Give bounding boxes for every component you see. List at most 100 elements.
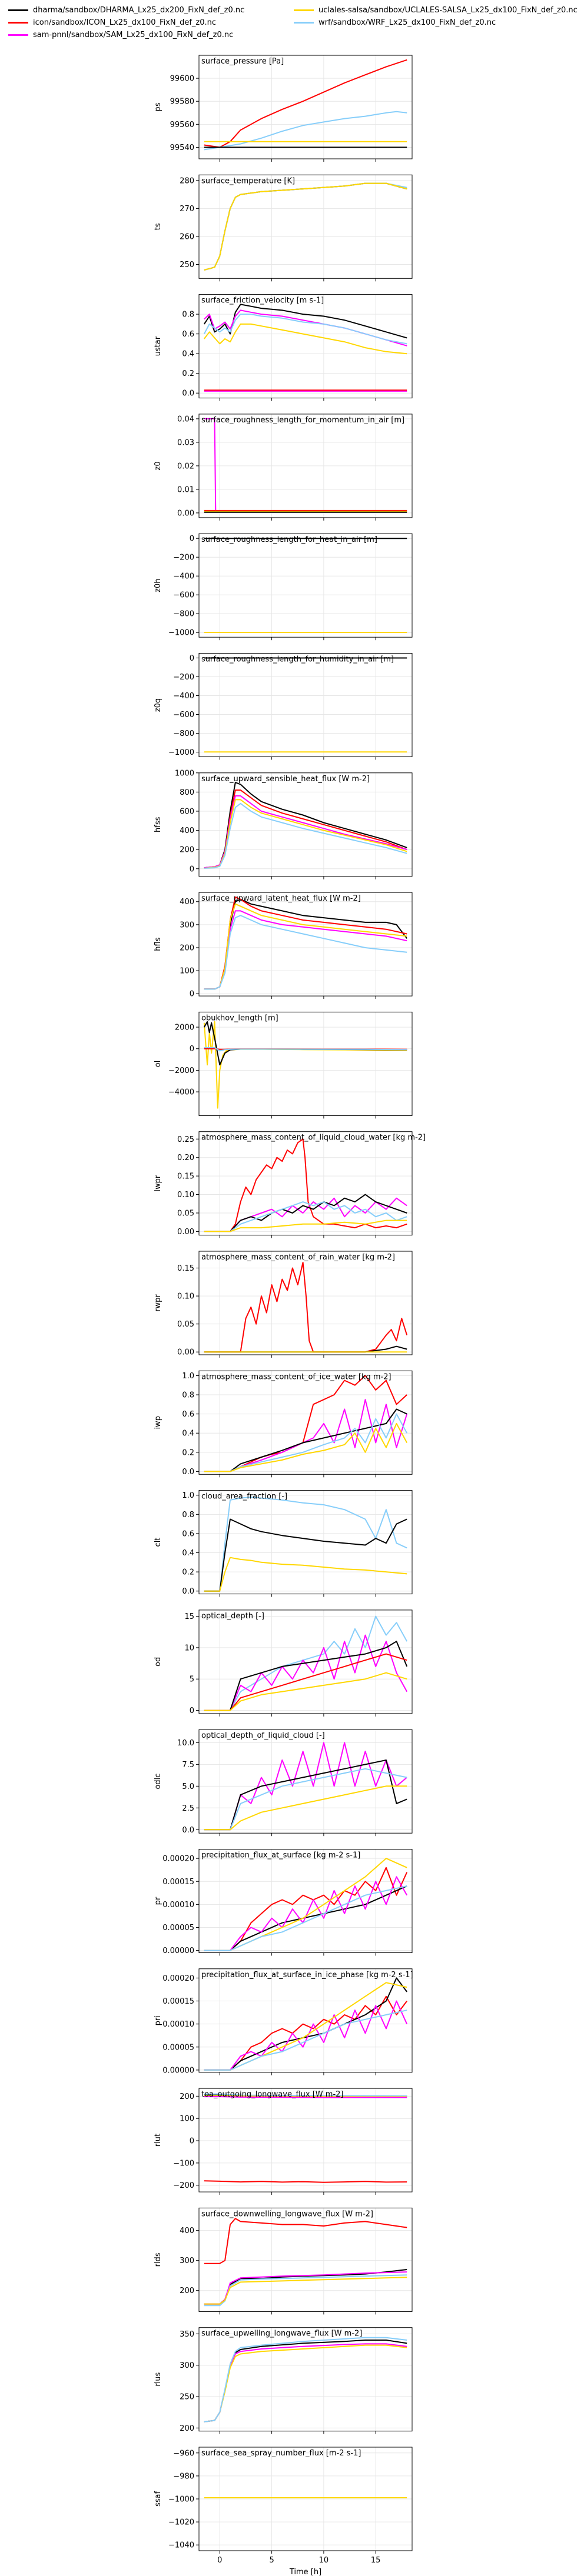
legend-swatch [8, 22, 28, 24]
x-tick-label: 10 [319, 2556, 329, 2565]
series-line [204, 182, 407, 271]
y-tick-label: −200 [173, 554, 194, 562]
y-tick-label: 15 [184, 1612, 194, 1621]
subplot: 200 100 0 −100 −200 toa_outgoing_longwave_flu… [154, 2088, 413, 2195]
y-axis-label: z0q [154, 698, 162, 712]
y-tick-label: 99600 [170, 75, 194, 84]
panel-title: surface_roughness_length_for_humidity_in… [201, 655, 394, 664]
y-tick-label: 0.01 [177, 485, 194, 494]
y-tick-label: 5 [190, 1675, 194, 1684]
y-tick-label: 10.0 [177, 1739, 194, 1748]
y-tick-label: 0.8 [182, 1391, 194, 1400]
legend: dharma/sandbox/DHARMA_Lx25_dx200_FixN_de… [2, 2, 582, 40]
series-line [204, 2000, 408, 2071]
y-axis-label: ssaf [154, 2491, 162, 2507]
y-tick-label: 0 [190, 2137, 194, 2146]
y-tick-label: 0.04 [177, 415, 194, 424]
y-tick-label: 1.0 [182, 1491, 194, 1500]
y-tick-label: 0 [190, 1045, 194, 1054]
subplot: 0.00000 0.00005 0.00010 0.00015 0.00020 preci… [154, 1968, 413, 2075]
panel-title: optical_depth_of_liquid_cloud [-] [201, 1731, 325, 1740]
y-tick-label: 0.2 [182, 369, 194, 378]
series-line [204, 1194, 407, 1232]
y-tick-label: 400 [180, 827, 194, 835]
y-tick-label: 300 [180, 2257, 194, 2265]
axes-frame [198, 55, 413, 159]
series-line [204, 1867, 408, 1951]
series-line [204, 1201, 407, 1232]
y-tick-label: 0.25 [177, 1135, 194, 1144]
panel-title: surface_pressure [Pa] [201, 57, 284, 66]
y-tick-label: 0.0 [182, 1587, 194, 1596]
y-axis-label: rlut [154, 2134, 162, 2147]
series-line [204, 1399, 408, 1472]
y-tick-label: 0.2 [182, 1568, 194, 1577]
y-tick-label: 2000 [175, 1024, 194, 1032]
legend-entry: icon/sandbox/ICON_Lx25_dx100_FixN_def_z0… [8, 18, 216, 27]
y-tick-label: −200 [173, 673, 194, 682]
legend-entry: dharma/sandbox/DHARMA_Lx25_dx200_FixN_de… [8, 6, 244, 15]
y-tick-label: −400 [173, 572, 194, 581]
y-tick-label: 600 [180, 807, 194, 816]
subplot: 0.00 0.05 0.10 0.15 0.20 0.25 atmosphere_mass_… [154, 1131, 426, 1238]
axes-frame [198, 772, 413, 877]
series-line [204, 323, 407, 355]
y-tick-label: 0.6 [182, 330, 194, 339]
axes-frame [198, 2088, 413, 2192]
series-line [204, 1615, 408, 1711]
y-tick-label: 0.00010 [162, 2020, 194, 2029]
panel-title: surface_temperature [K] [201, 176, 295, 185]
y-tick-label: 200 [180, 2424, 194, 2433]
subplot: 0.00 0.01 0.02 0.03 0.04 surface_roughness_le… [154, 414, 413, 521]
y-axis-label: ustar [154, 336, 162, 356]
y-axis-label: hfss [154, 817, 162, 832]
axes-frame [198, 653, 413, 757]
y-tick-label: 0.00 [177, 1228, 194, 1237]
y-tick-label: 5.0 [182, 1782, 194, 1791]
legend-swatch [294, 22, 314, 24]
panel-title: surface_roughness_length_for_momentum_in… [201, 416, 404, 425]
series-line [204, 2277, 407, 2305]
legend-label: icon/sandbox/ICON_Lx25_dx100_FixN_def_z0… [33, 18, 217, 27]
axes-frame [198, 1849, 413, 1953]
axes-frame [198, 1370, 413, 1475]
y-tick-label: 100 [180, 2115, 194, 2124]
y-axis-label: z0 [154, 461, 162, 470]
series-line [204, 182, 407, 271]
y-tick-label: 0.6 [182, 1529, 194, 1538]
panel-title: surface_sea_spray_number_flux [m-2 s-1] [201, 2449, 361, 2458]
y-tick-label: 270 [180, 205, 194, 214]
series-line [204, 111, 407, 151]
panel-title: atmosphere_mass_content_of_ice_water [kg… [201, 1372, 391, 1381]
y-tick-label: 0.00 [177, 1348, 194, 1357]
legend-swatch [294, 9, 314, 11]
subplot: 0 100 200 300 400 surface_upward_latent_heat_… [154, 892, 413, 999]
series-line [204, 1785, 407, 1831]
y-axis-label: rwpr [154, 1294, 162, 1312]
y-tick-label: 0.00020 [162, 1974, 194, 1983]
y-tick-label: 0.02 [177, 462, 194, 471]
panel-title: toa_outgoing_longwave_flux [W m-2] [201, 2090, 343, 2099]
axes-frame [198, 294, 413, 399]
y-axis-label: clt [154, 1538, 162, 1547]
x-tick-label: 0 [217, 2556, 222, 2565]
y-tick-label: 0.2 [182, 1448, 194, 1457]
y-tick-label: 0.0 [182, 1468, 194, 1477]
series-line [204, 2095, 407, 2098]
y-axis-label: rlds [154, 2252, 162, 2267]
y-tick-label: 280 [180, 176, 194, 185]
series-line [204, 1497, 407, 1592]
y-tick-label: 0.0 [182, 1826, 194, 1835]
axes-frame [198, 1251, 413, 1355]
series-line [204, 1375, 407, 1472]
series-line [204, 795, 407, 869]
legend-label: wrf/sandbox/WRF_Lx25_dx100_FixN_def_z0.n… [318, 18, 496, 27]
y-axis-label: iwp [154, 1416, 162, 1429]
series-line [203, 314, 407, 345]
panel-title: precipitation_flux_at_surface [kg m-2 s-… [201, 1851, 360, 1860]
series-line [204, 1219, 407, 1232]
y-tick-label: 0.00015 [162, 1997, 194, 2006]
series-line [204, 896, 407, 990]
panel-title: surface_friction_velocity [m s-1] [201, 296, 324, 305]
